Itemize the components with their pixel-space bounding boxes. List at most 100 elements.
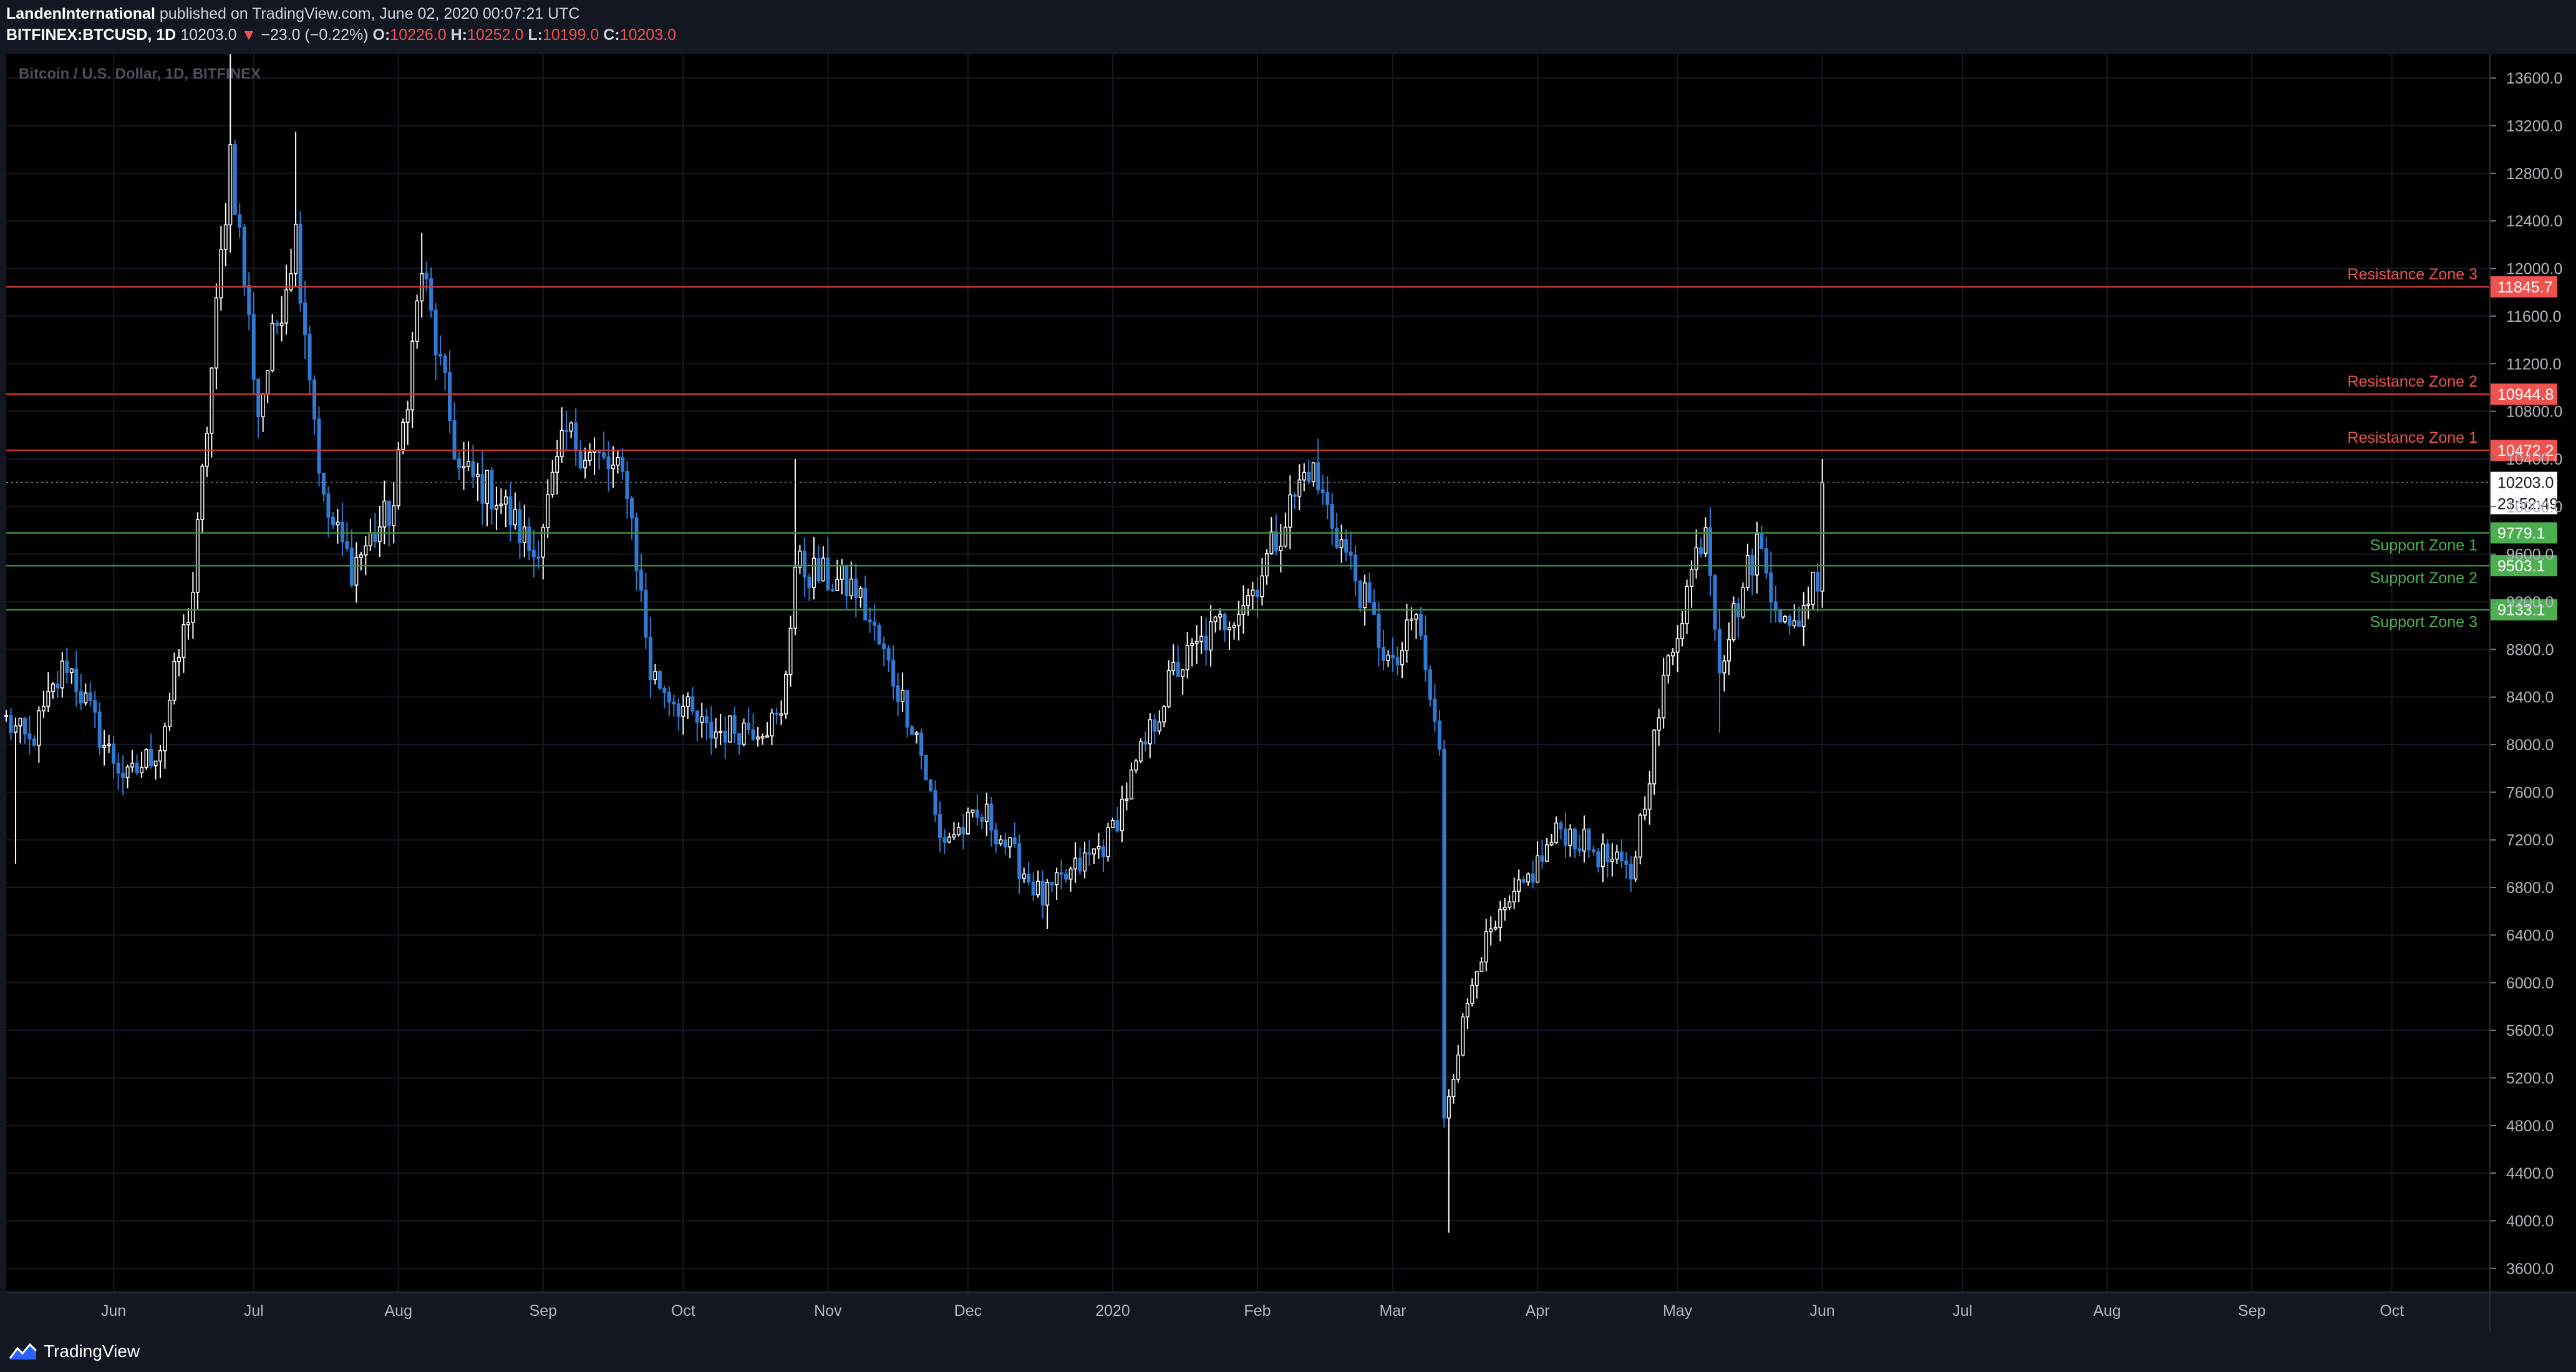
candle-body	[429, 278, 433, 311]
candle-body	[1283, 526, 1287, 547]
candle-body	[704, 716, 709, 723]
y-tick-label: 12000.0	[2506, 261, 2562, 278]
candle-body	[1652, 730, 1657, 785]
chart-area[interactable]: Resistance Zone 3 11845.7 Resistance Zone …	[0, 51, 2576, 1331]
price-axis[interactable]	[2490, 54, 2576, 1292]
candle-body	[942, 837, 947, 843]
candle-body	[1816, 571, 1820, 592]
y-tick-label: 11600.0	[2506, 308, 2562, 326]
tradingview-brand[interactable]: TradingView	[9, 1341, 140, 1361]
candle-body	[1806, 604, 1811, 606]
last-price-text: 10203.0	[180, 26, 237, 44]
candle-body	[210, 367, 214, 434]
x-tick-label: Dec	[954, 1302, 982, 1320]
candle-body	[1694, 547, 1698, 570]
candle-body	[1690, 569, 1694, 587]
candle-body	[1353, 554, 1358, 582]
y-tick-label: 8800.0	[2506, 641, 2554, 659]
candle-body	[1671, 652, 1675, 657]
candle-body	[1610, 858, 1614, 862]
candle-body	[1110, 819, 1115, 828]
candle-body	[1377, 614, 1381, 648]
candle-body	[714, 732, 718, 739]
candle-body	[1181, 669, 1185, 677]
candle-body	[578, 450, 583, 468]
candle-body	[910, 726, 914, 735]
candle-body	[1703, 527, 1708, 554]
candle-body	[46, 691, 51, 707]
candle-body	[1157, 721, 1161, 732]
candle-body	[742, 722, 746, 745]
y-tick-label: 9200.0	[2506, 594, 2554, 611]
candle-body	[279, 322, 284, 326]
candle-body	[373, 532, 377, 543]
candle-body	[1418, 614, 1423, 636]
candle-body	[1367, 582, 1372, 603]
candle-body	[522, 526, 526, 543]
candle-body	[1264, 553, 1269, 577]
candle-body	[475, 474, 480, 478]
candle-body	[107, 743, 111, 746]
candle-body	[1045, 882, 1050, 906]
candle-body	[1731, 603, 1736, 640]
candle-body	[606, 457, 611, 470]
candle-body	[770, 712, 774, 737]
candle-body	[1297, 479, 1302, 497]
candle-body	[760, 736, 765, 739]
candle-body	[1428, 669, 1432, 700]
y-tick-label: 8400.0	[2506, 689, 2554, 707]
candle-body	[1559, 822, 1563, 830]
level-price-label: 9503.1	[2497, 558, 2545, 575]
candle-body	[1484, 931, 1488, 963]
x-tick-label: Oct	[671, 1302, 695, 1320]
candle-body	[1741, 587, 1745, 618]
candle-body	[1386, 654, 1390, 661]
x-tick-label: Oct	[2380, 1302, 2404, 1320]
candle-body	[84, 692, 88, 703]
candle-body	[135, 763, 139, 773]
candle-body	[251, 314, 256, 380]
candle-body	[1288, 494, 1292, 528]
candle-body	[1143, 741, 1148, 745]
level-price-badge	[2490, 599, 2557, 621]
candle-body	[88, 692, 92, 702]
candle-body	[868, 619, 872, 623]
x-tick-label: Aug	[2093, 1302, 2121, 1320]
candle-body	[307, 334, 312, 380]
candle-body	[18, 718, 22, 727]
candle-body	[602, 452, 606, 458]
candle-body	[93, 700, 97, 713]
candle-body	[845, 565, 849, 597]
candle-body	[1596, 851, 1600, 867]
publisher-name[interactable]: LandenInternational	[6, 5, 155, 22]
candle-body	[1008, 837, 1012, 848]
candle-body	[1171, 662, 1176, 672]
candle-body	[1134, 760, 1138, 771]
candle-body	[247, 284, 251, 315]
price-chart[interactable]: Resistance Zone 3 11845.7 Resistance Zone …	[0, 51, 2576, 1331]
candle-body	[1493, 927, 1498, 930]
candle-body	[1400, 650, 1404, 665]
candle-body	[975, 809, 979, 818]
candle-body	[1489, 928, 1493, 932]
ohlc-legend: BITFINEX:BTCUSD, 1D 10203.0 ▼ −23.0 (−0.…	[6, 26, 676, 44]
publish-header: LandenInternational published on Trading…	[0, 0, 2576, 51]
candle-body	[765, 735, 770, 738]
candle-body	[462, 466, 466, 469]
level-name: Resistance Zone 1	[2348, 429, 2477, 447]
candle-body	[153, 760, 158, 766]
candle-body	[1521, 879, 1526, 882]
candle-body	[1199, 635, 1204, 642]
candle-body	[1339, 539, 1344, 548]
candle-body	[662, 687, 667, 693]
candle-body	[1783, 616, 1787, 622]
candle-body	[354, 556, 359, 586]
level-name: Support Zone 1	[2370, 536, 2477, 554]
change-text: −23.0 (−0.22%)	[261, 26, 369, 44]
candle-body	[186, 622, 190, 626]
candle-body	[676, 703, 680, 717]
candle-body	[1708, 527, 1713, 576]
candle-body	[182, 624, 186, 658]
candle-body	[877, 625, 881, 645]
candle-body	[1409, 618, 1413, 621]
